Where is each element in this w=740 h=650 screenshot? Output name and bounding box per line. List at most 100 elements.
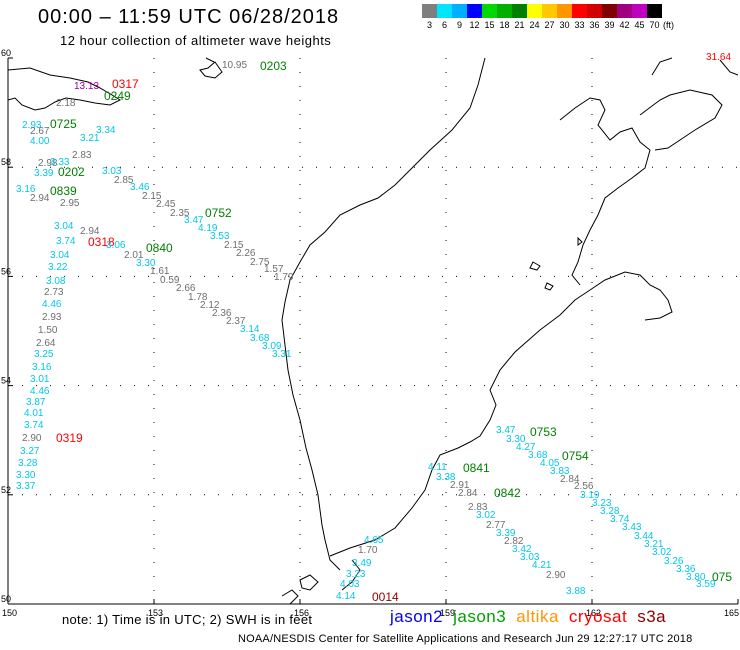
wave-height-label: 2.95 bbox=[60, 198, 80, 209]
colorbar-swatch bbox=[422, 4, 437, 18]
wave-height-label: 2.90 bbox=[22, 433, 42, 444]
colorbar-swatch bbox=[557, 4, 572, 18]
colorbar-swatch bbox=[632, 4, 647, 18]
wave-height-label: 2.77 bbox=[486, 520, 506, 531]
lat-label: 52 bbox=[1, 485, 11, 495]
colorbar-label: 6 bbox=[441, 20, 447, 30]
colorbar-swatch bbox=[617, 4, 632, 18]
colorbar-swatch bbox=[602, 4, 617, 18]
wave-height-label: 3.39 bbox=[34, 168, 54, 179]
wave-height-label: 2.66 bbox=[176, 283, 196, 294]
wave-height-label: 3.53 bbox=[210, 231, 230, 242]
wave-height-label: 3.04 bbox=[54, 221, 74, 232]
wave-height-label: 3.37 bbox=[16, 481, 36, 492]
pass-time-label: 0202 bbox=[58, 165, 85, 179]
colorbar-swatch bbox=[527, 4, 542, 18]
lon-label: 156 bbox=[294, 608, 309, 618]
pass-time-label: 0249 bbox=[104, 89, 131, 103]
wave-height-label: 3.23 bbox=[346, 569, 366, 580]
wave-height-label: 3.30 bbox=[506, 434, 526, 445]
wave-height-label: 3.28 bbox=[18, 458, 38, 469]
wave-height-label: 2.91 bbox=[450, 480, 470, 491]
colorbar-swatch bbox=[587, 4, 602, 18]
page-title: 00:00 – 11:59 UTC 06/28/2018 bbox=[38, 6, 340, 28]
wave-height-label: 3.42 bbox=[512, 544, 532, 555]
legend-item-cryosat: cryosat bbox=[568, 607, 628, 626]
wave-height-label: 2.94 bbox=[30, 193, 50, 204]
colorbar-label: 30 bbox=[559, 20, 570, 30]
colorbar-labels: 3 6 9 12 15 18 21 24 27 30 33 36 39 42 45 70 (ft) bbox=[422, 20, 674, 30]
wave-height-label: 2.93 bbox=[42, 312, 62, 323]
pass-time-label: 0317 bbox=[112, 77, 139, 91]
wave-height-label: 2.36 bbox=[212, 308, 232, 319]
wave-height-label: 3.16 bbox=[32, 362, 52, 373]
wave-height-label: 3.26 bbox=[664, 556, 684, 567]
wave-height-label: 3.02 bbox=[652, 547, 672, 558]
wave-height-label: 3.83 bbox=[550, 466, 570, 477]
wave-height-label: 3.36 bbox=[676, 564, 696, 575]
lon-label: 150 bbox=[2, 608, 17, 618]
wave-height-colorbar: 3 6 9 12 15 18 21 24 27 30 33 36 39 42 45 70 (ft) bbox=[422, 4, 674, 30]
pass-time-label: 0840 bbox=[146, 241, 173, 255]
wave-height-label: 2.83 bbox=[468, 502, 488, 513]
wave-height-label: 3.47 bbox=[184, 215, 204, 226]
colorbar-label: 33 bbox=[574, 20, 585, 30]
colorbar-swatch bbox=[542, 4, 557, 18]
wave-height-label: 3.16 bbox=[16, 184, 36, 195]
wave-height-label: 2.75 bbox=[250, 257, 270, 268]
wave-height-label: 10.95 bbox=[222, 60, 247, 71]
pass-time-label: 0754 bbox=[562, 449, 589, 463]
wave-height-label: 3.19 bbox=[580, 490, 600, 501]
wave-height-label: 3.46 bbox=[130, 182, 150, 193]
wave-height-label: 3.43 bbox=[622, 522, 642, 533]
wave-height-label: 1.78 bbox=[188, 292, 208, 303]
wave-height-label: 2.15 bbox=[142, 191, 162, 202]
wave-height-label: 3.09 bbox=[262, 341, 282, 352]
pass-time-label: 0014 bbox=[372, 590, 399, 604]
colorbar-label: 70 bbox=[649, 20, 660, 30]
wave-height-label: 4.05 bbox=[540, 458, 560, 469]
colorbar-swatch bbox=[437, 4, 452, 18]
colorbar-unit: (ft) bbox=[663, 20, 674, 30]
pass-time-label: 0319 bbox=[56, 431, 83, 445]
colorbar-label: 42 bbox=[619, 20, 630, 30]
wave-height-label: 2.45 bbox=[156, 199, 176, 210]
wave-height-label: 3.25 bbox=[34, 349, 54, 360]
wave-height-label: 4.11 bbox=[428, 462, 447, 473]
wave-height-label: 3.39 bbox=[496, 528, 516, 539]
wave-height-label: 3.34 bbox=[96, 125, 116, 136]
wave-height-label: 2.93 bbox=[22, 120, 42, 131]
satellite-legend: jason2 jason3 altika cryosat s3a bbox=[390, 607, 676, 627]
wave-height-label: 2.56 bbox=[574, 481, 594, 492]
wave-height-label: 3.23 bbox=[592, 498, 612, 509]
wave-height-label: 3.06 bbox=[106, 240, 126, 251]
wave-height-label: 3.59 bbox=[696, 579, 716, 590]
wave-height-label: 3.08 bbox=[46, 276, 66, 287]
wave-height-label: 2.18 bbox=[56, 98, 76, 109]
axis-ticks: 60 58 56 54 52 50 150 153 156 159 162 165 bbox=[1, 48, 739, 618]
pass-time-label: 075 bbox=[712, 570, 732, 584]
wave-height-label: 4.01 bbox=[24, 408, 44, 419]
wave-height-label: 3.88 bbox=[566, 586, 586, 597]
legend-item-jason2: jason2 bbox=[390, 607, 444, 626]
pass-time-label: 0752 bbox=[205, 206, 232, 220]
wave-height-label: 2.67 bbox=[30, 126, 50, 137]
lat-label: 60 bbox=[1, 48, 11, 58]
wave-height-label: 3.74 bbox=[56, 236, 76, 247]
wave-height-label: 3.03 bbox=[102, 166, 122, 177]
wave-height-label: 3.03 bbox=[520, 552, 540, 563]
legend-item-altika: altika bbox=[516, 607, 559, 626]
wave-height-label: 2.37 bbox=[226, 316, 246, 327]
wave-height-label: 4.21 bbox=[532, 560, 552, 571]
colorbar-label: 21 bbox=[514, 20, 525, 30]
wave-height-label: 13.13 bbox=[74, 81, 99, 92]
wave-height-label: 4.46 bbox=[42, 299, 62, 310]
wave-height-label: 1.79 bbox=[274, 272, 294, 283]
wave-height-label: 2.82 bbox=[504, 536, 524, 547]
colorbar-swatch bbox=[647, 4, 662, 18]
wave-height-label: 3.27 bbox=[20, 446, 40, 457]
wave-height-labels-layer: 31.6410.9513.132.182.932.674.003.343.212… bbox=[16, 52, 731, 602]
pass-time-label: 0203 bbox=[260, 59, 287, 73]
wave-height-label: 2.90 bbox=[546, 570, 566, 581]
